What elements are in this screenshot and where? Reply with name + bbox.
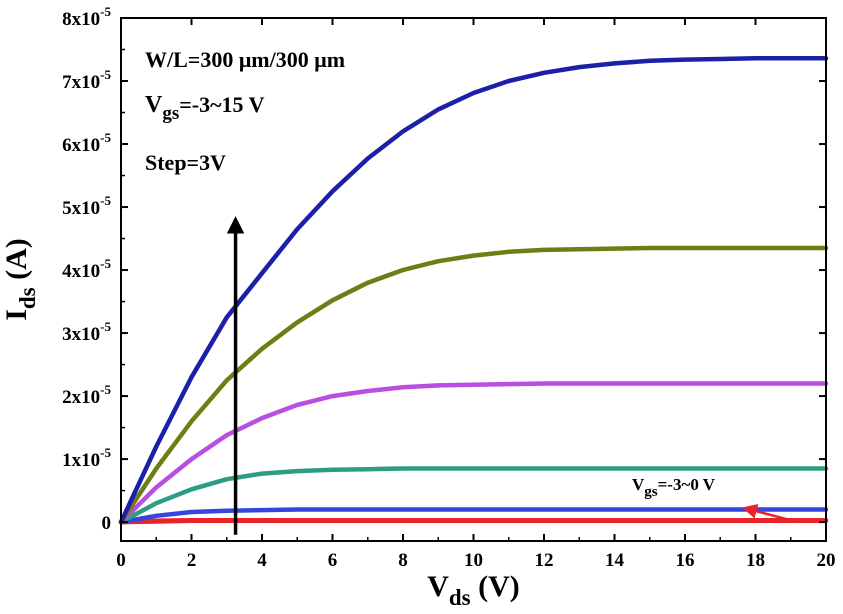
annotation-low-vgs-main: V	[632, 475, 645, 494]
y-tick-label: 6x10-5	[62, 130, 111, 156]
annotation-low-vgs-value: =-3~0 V	[658, 475, 716, 494]
annotation-step: Step=3V	[145, 150, 226, 175]
x-tick-label: 20	[817, 550, 836, 571]
y-tick-label: 4x10-5	[62, 256, 111, 282]
x-tick-label: 14	[605, 550, 625, 571]
x-axis-title-main: V	[427, 570, 449, 603]
series-line-6	[118, 245, 829, 525]
annotation-low-vgs: Vgs=-3~0 V	[632, 475, 716, 500]
y-axis-title-sub: ds	[15, 287, 40, 309]
x-tick-label: 12	[535, 550, 554, 571]
x-tick-label: 6	[328, 550, 338, 571]
annotation-vgs-main: V	[145, 92, 163, 118]
x-axis-ticks: 0 2 4 6 8 10 12 14 16 18 20	[116, 18, 836, 571]
y-tick-label: 5x10-5	[62, 193, 111, 219]
y-tick-label: 3x10-5	[62, 319, 111, 345]
y-tick-label: 7x10-5	[62, 67, 111, 93]
y-axis-title-unit: (A)	[0, 238, 33, 287]
x-tick-label: 8	[398, 550, 408, 571]
y-tick-label: 1x10-5	[62, 445, 111, 471]
series-line-7	[118, 56, 829, 525]
annotation-low-vgs-sub: gs	[644, 484, 658, 500]
y-tick-label: 8x10-5	[62, 4, 111, 30]
x-axis-title-sub: ds	[449, 585, 471, 610]
annotation-vgs-sub: gs	[162, 103, 179, 124]
x-axis-title: Vds (V)	[427, 570, 520, 610]
x-tick-label: 2	[187, 550, 197, 571]
arrow-layer	[226, 216, 799, 535]
x-axis-title-unit: (V)	[471, 570, 520, 603]
series-layer	[118, 56, 829, 525]
x-tick-label: 16	[676, 550, 695, 571]
y-tick-label: 2x10-5	[62, 382, 111, 408]
low-vgs-pointer	[742, 504, 799, 524]
y-tick-label: 0	[102, 513, 112, 534]
x-tick-label: 0	[116, 550, 126, 571]
y-axis-title: Ids (A)	[0, 238, 40, 321]
x-tick-label: 4	[257, 550, 267, 571]
annotation-vgs-range: Vgs=-3~15 V	[145, 92, 265, 124]
y-axis-ticks: 0 1x10-5 2x10-5 3x10-5 4x10-5 5x10-5 6x10-5 7x1…	[62, 4, 826, 534]
x-tick-label: 18	[746, 550, 765, 571]
series-line-2	[118, 517, 829, 525]
y-axis-title-main: I	[0, 309, 33, 321]
series-line-4	[118, 466, 829, 525]
series-line-3	[118, 507, 829, 525]
annotation-wl-ratio: W/L=300 μm/300 μm	[145, 47, 345, 72]
annotation-vgs-value: =-3~15 V	[179, 92, 264, 117]
x-tick-label: 10	[464, 550, 483, 571]
series-line-5	[118, 381, 829, 525]
